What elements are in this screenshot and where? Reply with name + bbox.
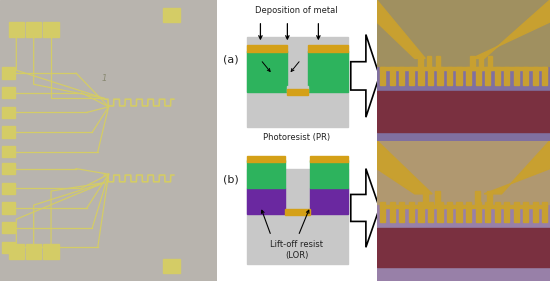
Text: Photoresist (PR): Photoresist (PR) xyxy=(263,133,331,142)
Bar xyxy=(2,87,15,98)
Bar xyxy=(9,22,24,37)
Bar xyxy=(399,67,404,85)
Bar xyxy=(447,202,452,222)
Bar xyxy=(163,8,180,22)
Bar xyxy=(247,37,348,127)
Bar xyxy=(428,67,433,85)
Polygon shape xyxy=(377,140,432,194)
Polygon shape xyxy=(472,0,550,58)
Bar xyxy=(419,56,422,70)
Bar xyxy=(26,22,41,37)
Bar xyxy=(485,67,490,85)
Bar xyxy=(310,188,348,214)
Bar xyxy=(247,160,285,188)
Bar xyxy=(2,146,15,157)
Bar xyxy=(447,67,452,85)
Bar xyxy=(435,191,440,205)
Bar xyxy=(542,202,547,222)
Bar xyxy=(2,183,15,194)
Bar xyxy=(409,202,414,222)
Bar xyxy=(377,140,550,204)
Bar xyxy=(409,67,414,85)
Bar xyxy=(163,259,180,273)
Bar xyxy=(456,67,461,85)
Bar xyxy=(488,56,492,70)
Bar xyxy=(487,191,492,205)
Text: Deposition of metal: Deposition of metal xyxy=(256,6,338,15)
Bar xyxy=(466,67,471,85)
Bar xyxy=(436,56,440,70)
Polygon shape xyxy=(377,0,425,58)
Bar xyxy=(2,242,15,253)
Bar xyxy=(380,67,386,85)
Bar xyxy=(504,67,509,85)
Bar xyxy=(485,202,490,222)
Text: Lift-off resist
(LOR): Lift-off resist (LOR) xyxy=(270,240,323,260)
Bar xyxy=(419,67,424,85)
Bar xyxy=(437,67,443,85)
Bar xyxy=(470,56,475,70)
Bar xyxy=(399,202,404,222)
Bar xyxy=(456,202,461,222)
Bar xyxy=(380,67,547,70)
Bar xyxy=(532,202,538,222)
Bar xyxy=(310,160,348,188)
Polygon shape xyxy=(351,35,380,117)
Polygon shape xyxy=(351,169,380,247)
Bar xyxy=(2,107,15,118)
Bar xyxy=(247,188,285,214)
Bar xyxy=(466,202,471,222)
Bar xyxy=(2,222,15,233)
Bar xyxy=(479,56,483,70)
Bar xyxy=(377,228,550,267)
Bar xyxy=(43,22,59,37)
Bar xyxy=(427,56,431,70)
Bar xyxy=(428,202,433,222)
Bar xyxy=(307,51,348,92)
Bar xyxy=(514,202,519,222)
Bar xyxy=(9,244,24,259)
Bar xyxy=(310,156,348,162)
Bar xyxy=(26,244,41,259)
Bar xyxy=(475,191,480,205)
Bar xyxy=(247,169,348,264)
Bar xyxy=(476,202,481,222)
Bar xyxy=(494,202,500,222)
Bar xyxy=(2,67,15,79)
Bar xyxy=(247,45,287,52)
Bar xyxy=(2,202,15,214)
Bar xyxy=(390,202,395,222)
Bar xyxy=(377,0,550,66)
Bar xyxy=(476,67,481,85)
Bar xyxy=(285,209,310,215)
Bar xyxy=(307,45,348,52)
Bar xyxy=(437,202,443,222)
Bar xyxy=(514,67,519,85)
Bar xyxy=(2,163,15,174)
Polygon shape xyxy=(484,140,550,194)
Bar xyxy=(287,89,307,95)
Bar xyxy=(2,126,15,138)
Bar xyxy=(247,51,287,92)
Bar xyxy=(419,202,424,222)
Text: 1: 1 xyxy=(102,74,107,83)
Bar xyxy=(504,202,509,222)
Bar xyxy=(542,67,547,85)
Bar xyxy=(523,202,529,222)
Bar xyxy=(380,205,547,208)
Bar xyxy=(523,67,529,85)
Bar xyxy=(43,244,59,259)
Text: (a): (a) xyxy=(223,55,238,65)
Bar xyxy=(247,156,285,162)
Bar xyxy=(287,86,307,92)
Bar xyxy=(380,202,386,222)
Bar xyxy=(532,67,538,85)
Bar xyxy=(377,90,550,132)
Text: (b): (b) xyxy=(223,175,239,185)
Bar xyxy=(390,67,395,85)
Bar xyxy=(494,67,500,85)
Bar xyxy=(422,191,428,205)
